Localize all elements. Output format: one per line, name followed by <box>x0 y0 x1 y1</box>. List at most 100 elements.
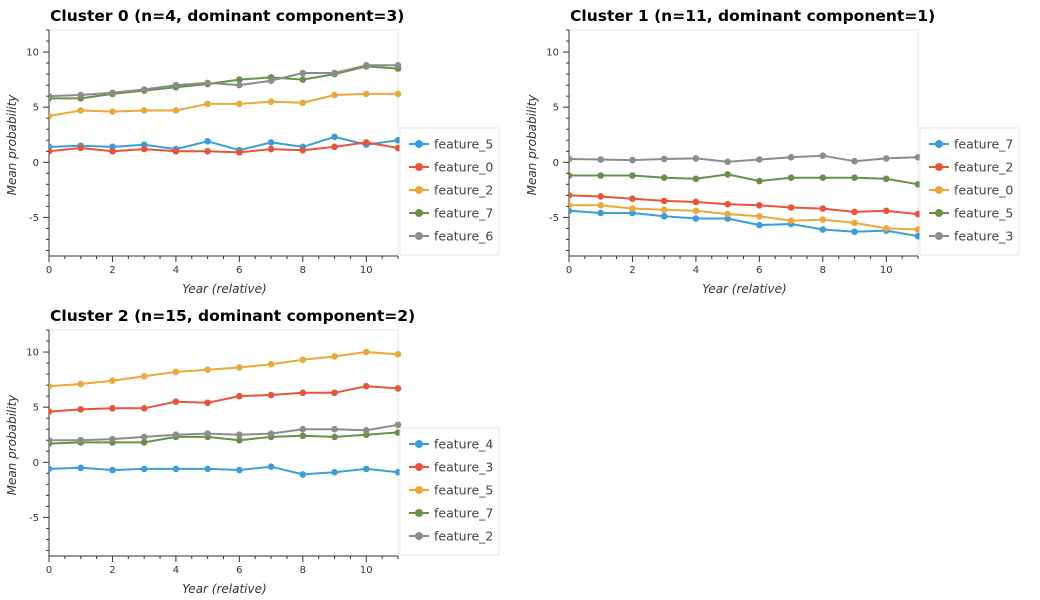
data-point <box>299 76 307 83</box>
legend-swatch-marker <box>415 509 423 517</box>
data-point <box>724 171 731 178</box>
series-feature_4 <box>49 463 402 478</box>
cluster-2-chart: Cluster 2 (n=15, dominant component=2) -5… <box>0 300 520 600</box>
data-point <box>362 139 370 146</box>
data-point <box>331 69 338 77</box>
data-point <box>756 213 763 220</box>
legend-label: feature_5 <box>434 483 493 498</box>
data-point <box>756 221 763 229</box>
data-point <box>77 380 85 388</box>
data-point <box>569 207 573 215</box>
x-axis-label: Year (relative) <box>182 282 266 296</box>
data-point <box>109 147 116 155</box>
data-point <box>331 468 338 476</box>
data-point <box>362 348 370 356</box>
data-point <box>172 368 180 376</box>
data-point <box>819 152 827 159</box>
data-point <box>109 89 116 97</box>
data-point <box>331 133 338 141</box>
y-tick-label: -5 <box>29 513 39 524</box>
y-axis-label: Mean probability <box>525 94 539 196</box>
y-tick-label: 5 <box>553 103 559 114</box>
data-point <box>331 353 338 360</box>
data-point <box>172 107 180 114</box>
series-line <box>569 173 919 186</box>
series-line <box>49 135 399 152</box>
y-tick-label: 10 <box>546 48 559 59</box>
data-point <box>267 463 275 471</box>
legend-swatch-marker <box>935 140 943 148</box>
series-line <box>569 154 919 163</box>
data-point <box>756 156 763 163</box>
legend-label: feature_3 <box>434 460 493 475</box>
data-point <box>692 207 700 215</box>
data-point <box>629 156 636 164</box>
data-point <box>109 108 116 115</box>
legend-label: feature_2 <box>954 160 1013 175</box>
data-point <box>851 219 858 227</box>
legend-swatch-marker <box>415 486 423 494</box>
data-point <box>597 209 605 217</box>
data-point <box>819 226 827 233</box>
legend-swatch-marker <box>415 532 423 540</box>
legend-label: feature_7 <box>434 506 493 521</box>
data-point <box>172 81 180 89</box>
x-tick-label: 4 <box>693 265 699 276</box>
legend-label: feature_4 <box>434 437 493 452</box>
legend-swatch-marker <box>415 140 423 148</box>
data-point <box>819 174 827 182</box>
data-point <box>267 139 275 146</box>
chart-title: Cluster 1 (n=11, dominant component=1) <box>570 7 935 25</box>
data-point <box>331 433 338 441</box>
legend-label: feature_5 <box>434 137 493 152</box>
x-tick-label: 4 <box>173 265 179 276</box>
data-point <box>819 216 827 223</box>
data-point <box>236 466 243 474</box>
data-point <box>140 404 148 412</box>
legend-label: feature_2 <box>434 529 493 544</box>
data-point <box>109 404 116 412</box>
data-point <box>109 466 116 474</box>
series-feature_0 <box>569 201 922 233</box>
series-feature_2 <box>49 90 402 120</box>
data-point <box>394 421 402 429</box>
data-point <box>569 155 573 163</box>
data-point <box>362 61 370 69</box>
legend-swatch-marker <box>415 209 423 217</box>
series-feature_7 <box>49 429 402 447</box>
data-point <box>172 398 180 405</box>
series-feature_6 <box>49 61 402 100</box>
data-point <box>267 391 275 399</box>
y-tick-label: 0 <box>553 158 559 169</box>
x-tick-label: 4 <box>173 565 179 576</box>
cluster-0-plot: Cluster 0 (n=4, dominant component=3) -5 0… <box>5 7 500 296</box>
data-point <box>77 107 85 114</box>
data-point <box>851 208 858 216</box>
data-point <box>692 155 700 162</box>
legend-swatch-marker <box>935 186 943 194</box>
data-point <box>172 147 180 155</box>
series-line <box>569 209 919 238</box>
data-point <box>49 92 53 100</box>
y-tick-label: 0 <box>33 158 39 169</box>
data-point <box>204 138 211 145</box>
data-point <box>49 436 53 444</box>
series-feature_3 <box>569 152 922 166</box>
data-point <box>299 146 307 154</box>
data-point <box>299 389 307 397</box>
data-point <box>204 147 211 155</box>
series-feature_5 <box>49 348 402 390</box>
data-point <box>362 427 370 434</box>
data-point <box>724 200 731 208</box>
data-point <box>851 174 858 182</box>
data-point <box>77 144 85 152</box>
series-line <box>49 141 399 154</box>
data-point <box>569 172 573 179</box>
data-point <box>109 435 116 443</box>
data-point <box>629 172 636 179</box>
x-tick-label: 6 <box>236 565 242 576</box>
data-point <box>49 382 53 390</box>
y-tick-label: 5 <box>33 103 39 114</box>
legend-swatch-marker <box>415 163 423 171</box>
data-point <box>331 389 338 397</box>
